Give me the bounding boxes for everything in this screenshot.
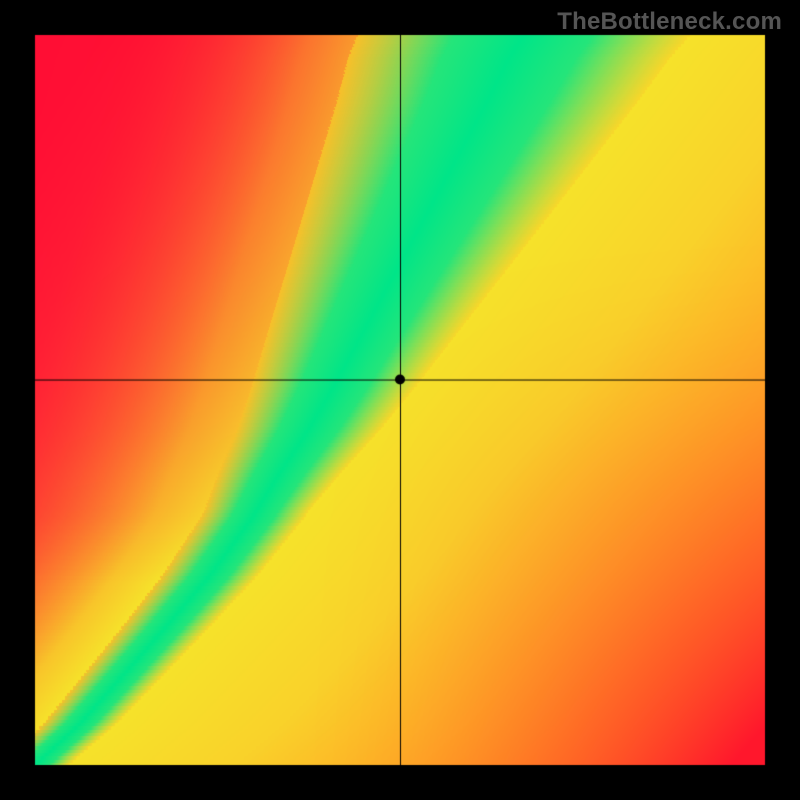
bottleneck-heatmap	[0, 0, 800, 800]
watermark-text: TheBottleneck.com	[557, 8, 782, 36]
chart-container: { "type": "heatmap", "watermark": { "tex…	[0, 0, 800, 800]
